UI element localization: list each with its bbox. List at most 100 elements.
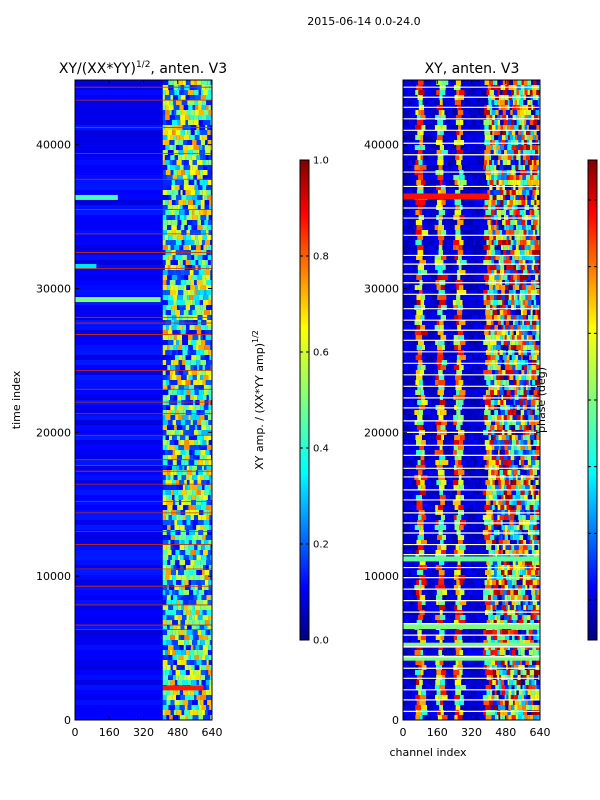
phase-cell bbox=[428, 180, 434, 186]
phase-cell bbox=[428, 235, 432, 241]
phase-cell bbox=[474, 295, 479, 301]
phase-cell bbox=[532, 250, 536, 256]
phase-cell bbox=[410, 505, 417, 511]
amp-cell bbox=[165, 380, 170, 386]
phase-cell bbox=[415, 240, 422, 246]
phase-cell bbox=[437, 275, 442, 281]
phase-cell bbox=[484, 440, 490, 446]
amp-cell bbox=[202, 145, 205, 151]
phase-cell bbox=[463, 480, 471, 486]
amp-cell bbox=[169, 585, 175, 591]
amp-cell bbox=[175, 215, 178, 221]
amp-cell bbox=[197, 80, 202, 86]
phase-cell bbox=[453, 240, 460, 246]
phase-cell bbox=[435, 420, 442, 426]
phase-cell bbox=[513, 345, 517, 351]
phase-cell bbox=[406, 355, 412, 361]
phase-cell bbox=[526, 315, 529, 321]
amp-cell bbox=[197, 225, 203, 231]
phase-cell bbox=[440, 500, 445, 506]
phase-cell bbox=[480, 165, 484, 171]
phase-cell bbox=[468, 435, 473, 441]
phase-cell bbox=[512, 285, 515, 291]
phase-cell bbox=[475, 210, 481, 216]
phase-cell bbox=[423, 185, 429, 191]
amp-cell bbox=[177, 215, 180, 221]
amp-cell bbox=[177, 400, 182, 406]
phase-cell bbox=[467, 255, 475, 261]
amp-cell bbox=[199, 290, 205, 296]
phase-cell bbox=[419, 260, 427, 266]
phase-cell bbox=[403, 285, 409, 291]
phase-cell bbox=[450, 365, 454, 371]
phase-cell bbox=[422, 320, 429, 326]
phase-cell bbox=[521, 200, 526, 206]
phase-cell bbox=[445, 210, 450, 216]
phase-cell bbox=[490, 255, 494, 261]
phase-cell bbox=[520, 470, 525, 476]
amp-cell bbox=[206, 95, 211, 101]
phase-cell bbox=[405, 90, 410, 96]
phase-cell bbox=[506, 485, 512, 491]
amp-cell bbox=[185, 235, 192, 241]
phase-cell bbox=[509, 245, 513, 251]
amp-row-background bbox=[75, 365, 163, 371]
phase-cell bbox=[538, 240, 540, 246]
amp-cell bbox=[189, 615, 192, 621]
amp-row-background bbox=[75, 375, 163, 381]
amp-cell bbox=[194, 385, 200, 391]
amp-cell bbox=[181, 585, 186, 591]
phase-cell bbox=[494, 480, 499, 486]
amp-cell bbox=[174, 450, 181, 456]
phase-cell bbox=[479, 285, 483, 291]
phase-cell bbox=[454, 455, 458, 461]
phase-cell bbox=[531, 305, 533, 311]
phase-cell bbox=[434, 335, 441, 341]
phase-cell bbox=[483, 160, 487, 166]
phase-cell bbox=[518, 320, 521, 326]
phase-cell bbox=[537, 310, 540, 316]
phase-cell bbox=[403, 445, 410, 451]
phase-cell bbox=[430, 495, 435, 501]
phase-cell bbox=[507, 420, 512, 426]
phase-cell bbox=[524, 255, 530, 261]
phase-cell bbox=[436, 135, 443, 141]
phase-cell bbox=[516, 250, 521, 256]
amp-cell bbox=[166, 360, 169, 366]
phase-cell bbox=[426, 490, 429, 496]
phase-cell bbox=[452, 220, 458, 226]
phase-cell bbox=[471, 355, 475, 361]
phase-cell bbox=[416, 345, 422, 351]
phase-cell bbox=[434, 400, 440, 406]
amp-row-background bbox=[75, 370, 163, 376]
phase-cell bbox=[528, 260, 531, 266]
phase-cell bbox=[505, 230, 510, 236]
phase-cell bbox=[407, 340, 414, 346]
phase-cell bbox=[516, 455, 521, 461]
phase-cell bbox=[515, 495, 521, 501]
phase-cell bbox=[448, 225, 453, 231]
phase-cell bbox=[489, 290, 494, 296]
amp-cell bbox=[189, 445, 196, 451]
amp-cell bbox=[183, 285, 187, 291]
amp-cell bbox=[165, 210, 169, 216]
phase-cell bbox=[419, 210, 423, 216]
phase-cell bbox=[512, 505, 515, 511]
phase-cell bbox=[528, 125, 533, 131]
phase-cell bbox=[469, 210, 476, 216]
phase-cell bbox=[411, 355, 416, 361]
phase-cell bbox=[444, 435, 450, 441]
phase-cell bbox=[461, 80, 465, 86]
amp-cell bbox=[209, 570, 212, 576]
amp-cell bbox=[162, 475, 166, 481]
phase-cell bbox=[419, 290, 423, 296]
phase-cell bbox=[426, 170, 433, 176]
phase-cell bbox=[449, 495, 456, 501]
amp-cell bbox=[181, 650, 186, 656]
phase-cell bbox=[450, 170, 453, 176]
phase-cell bbox=[431, 115, 436, 121]
phase-cell bbox=[509, 200, 514, 206]
phase-cell bbox=[458, 320, 466, 326]
phase-cell bbox=[531, 295, 536, 301]
amp-cell bbox=[162, 400, 167, 406]
